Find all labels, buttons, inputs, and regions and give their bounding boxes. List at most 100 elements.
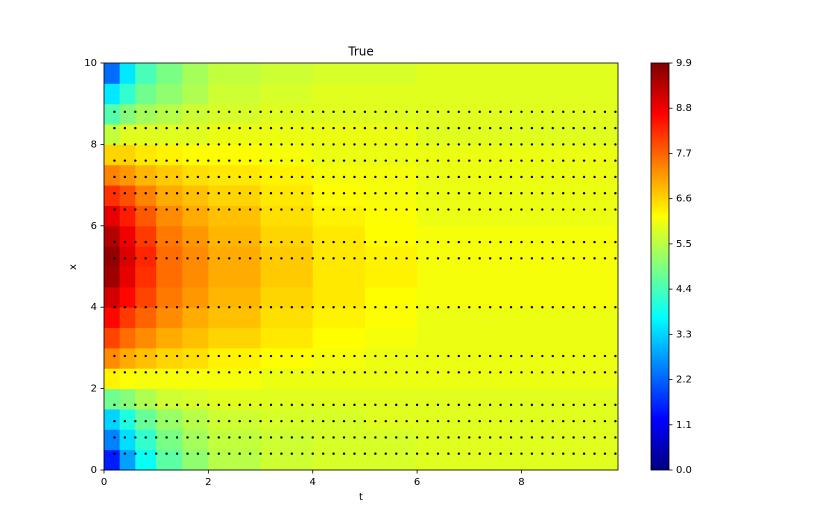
- sample-point: [478, 371, 481, 374]
- sample-point: [353, 175, 356, 179]
- sample-point: [228, 403, 231, 407]
- sample-point: [374, 208, 377, 211]
- heat-cell: [312, 286, 366, 308]
- heat-cell: [104, 144, 121, 166]
- sample-point: [196, 208, 200, 211]
- sample-point: [509, 240, 513, 244]
- sample-point: [259, 240, 262, 244]
- sample-point: [321, 354, 325, 358]
- sample-point: [384, 110, 387, 114]
- heat-cell: [182, 225, 209, 247]
- sample-point: [530, 192, 534, 195]
- sample-point: [123, 403, 127, 407]
- sample-point: [499, 419, 502, 423]
- sample-point: [280, 143, 283, 146]
- sample-point: [363, 306, 367, 309]
- sample-point: [175, 240, 179, 244]
- sample-point: [290, 436, 294, 439]
- sample-point: [562, 208, 565, 211]
- sample-point: [332, 452, 335, 455]
- sample-point: [144, 208, 147, 211]
- sample-point: [457, 371, 461, 374]
- sample-point: [551, 240, 554, 244]
- sample-point: [123, 436, 127, 439]
- sample-point: [520, 371, 523, 374]
- sample-point: [426, 371, 429, 374]
- heat-cell: [417, 144, 619, 166]
- sample-point: [499, 159, 502, 162]
- sample-point: [186, 452, 189, 455]
- sample-point: [269, 371, 273, 374]
- sample-point: [530, 403, 534, 407]
- sample-point: [301, 208, 304, 211]
- sample-point: [175, 419, 179, 423]
- colorbar-tick-label: 2.2: [676, 375, 692, 386]
- sample-point: [457, 452, 461, 455]
- heat-cell: [208, 347, 262, 369]
- sample-point: [248, 126, 252, 130]
- heat-cell: [182, 266, 209, 288]
- heat-cell: [119, 368, 136, 390]
- sample-point: [457, 257, 461, 260]
- heat-cell: [364, 307, 418, 329]
- sample-point: [593, 403, 596, 407]
- sample-point: [509, 126, 513, 130]
- sample-point: [384, 192, 387, 195]
- sample-point: [196, 436, 200, 439]
- sample-point: [415, 371, 419, 374]
- heat-cell: [119, 286, 136, 308]
- heat-cell: [312, 449, 366, 471]
- sample-point: [144, 257, 147, 260]
- sample-point: [426, 436, 429, 439]
- sample-point: [217, 452, 221, 455]
- heat-cell: [135, 124, 157, 145]
- heat-cell: [417, 164, 619, 186]
- heat-cell: [182, 83, 209, 105]
- sample-point: [499, 436, 502, 439]
- sample-point: [134, 143, 137, 146]
- sample-point: [207, 159, 210, 162]
- sample-point: [405, 208, 408, 211]
- sample-point: [520, 175, 523, 179]
- heat-cell: [208, 103, 262, 125]
- heat-cell: [364, 164, 418, 186]
- sample-point: [321, 175, 325, 179]
- sample-point: [207, 354, 210, 358]
- sample-point: [562, 452, 565, 455]
- heat-cell: [260, 429, 314, 451]
- sample-point: [530, 419, 534, 423]
- sample-point: [447, 306, 450, 309]
- heat-cell: [119, 124, 136, 145]
- sample-point: [332, 192, 335, 195]
- sample-point: [520, 240, 523, 244]
- sample-point: [436, 126, 440, 130]
- heat-cell: [119, 144, 136, 166]
- sample-point: [603, 110, 607, 114]
- sample-point: [488, 371, 492, 374]
- sample-point: [217, 371, 221, 374]
- sample-point: [374, 143, 377, 146]
- sample-point: [374, 257, 377, 260]
- heat-cell: [312, 327, 366, 349]
- sample-point: [384, 403, 387, 407]
- sample-point: [603, 143, 607, 146]
- sample-point: [395, 354, 398, 358]
- sample-point: [395, 192, 398, 195]
- sample-point: [436, 159, 440, 162]
- sample-point: [468, 306, 471, 309]
- sample-point: [551, 192, 554, 195]
- sample-point: [468, 143, 471, 146]
- sample-point: [321, 452, 325, 455]
- heat-cell: [182, 286, 209, 308]
- sample-point: [238, 306, 241, 309]
- chart-title: True: [347, 45, 374, 59]
- sample-point: [123, 208, 127, 211]
- sample-point: [217, 436, 221, 439]
- sample-point: [603, 126, 607, 130]
- sample-point: [488, 306, 492, 309]
- sample-point: [614, 403, 617, 407]
- sample-point: [614, 452, 617, 455]
- sample-point: [196, 159, 200, 162]
- sample-point: [332, 419, 335, 423]
- sample-point: [436, 419, 440, 423]
